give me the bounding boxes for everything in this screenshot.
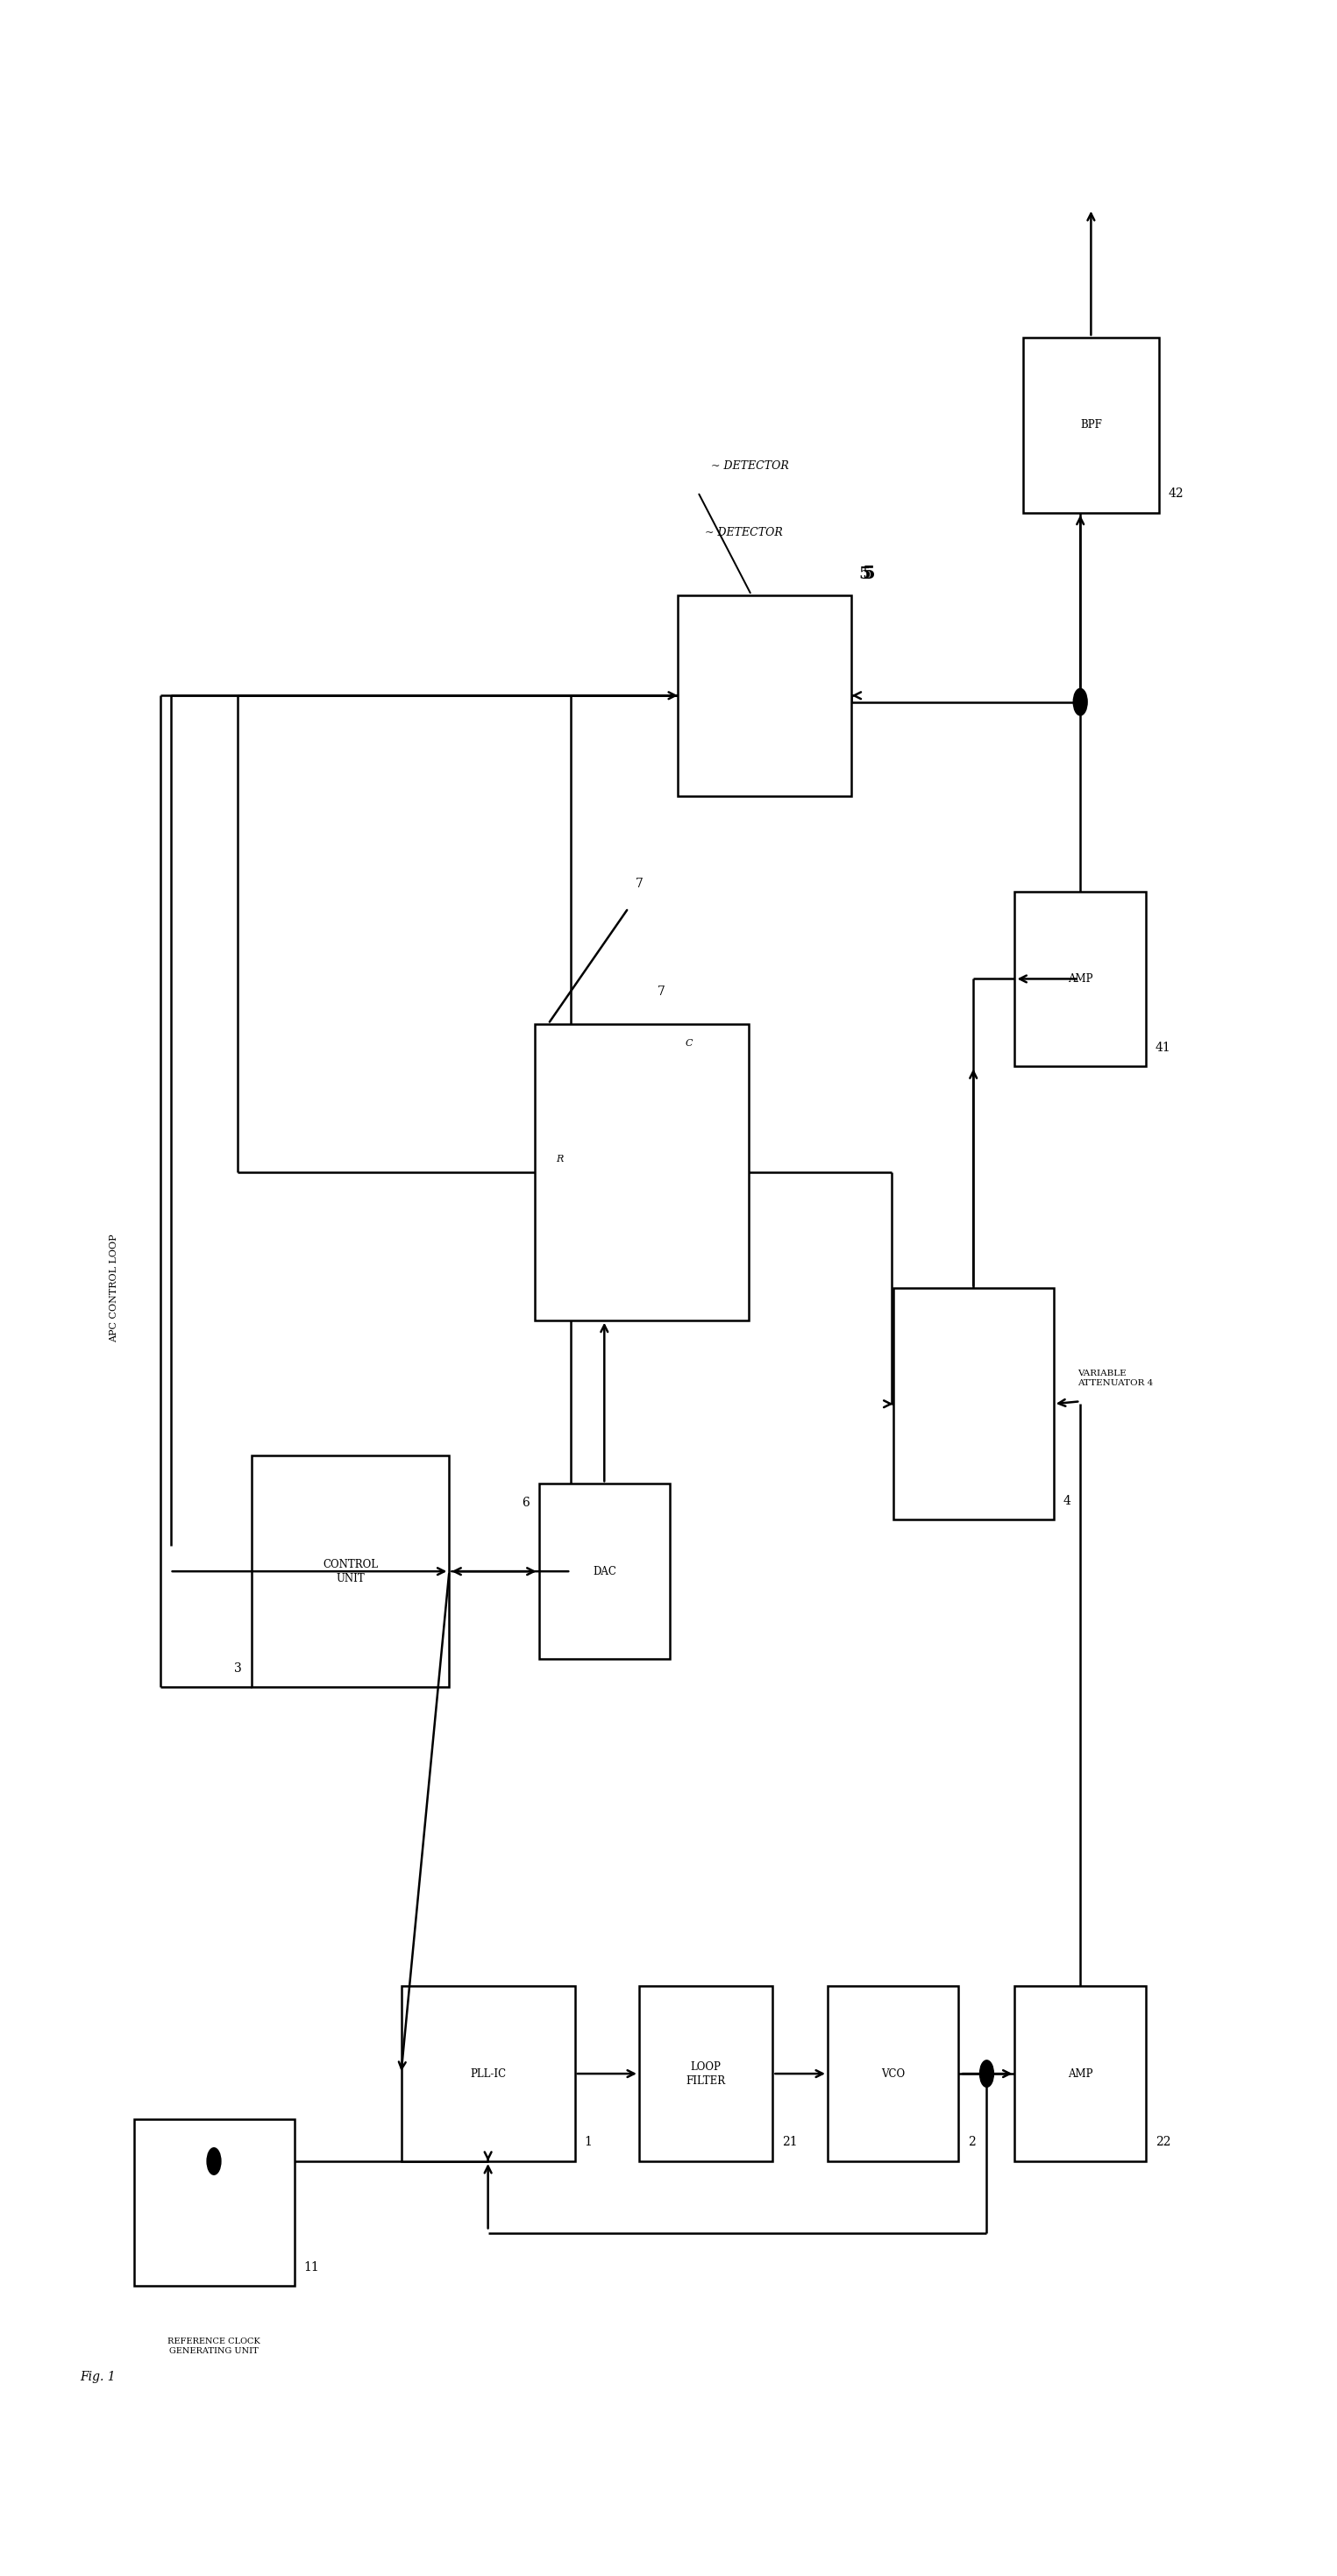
FancyBboxPatch shape xyxy=(639,1986,773,2161)
Text: 5: 5 xyxy=(862,564,876,582)
Text: 5: 5 xyxy=(858,567,870,582)
Text: C: C xyxy=(685,1038,693,1048)
Text: 11: 11 xyxy=(303,2262,320,2275)
FancyBboxPatch shape xyxy=(828,1986,959,2161)
Text: LOOP
FILTER: LOOP FILTER xyxy=(686,2061,726,2087)
FancyBboxPatch shape xyxy=(1023,337,1159,513)
Text: ~ DETECTOR: ~ DETECTOR xyxy=(705,528,782,538)
Text: APC CONTROL LOOP: APC CONTROL LOOP xyxy=(110,1234,118,1342)
Text: ~ DETECTOR: ~ DETECTOR xyxy=(711,461,789,471)
Circle shape xyxy=(1074,688,1087,716)
Text: 7: 7 xyxy=(635,878,643,889)
Text: 22: 22 xyxy=(1155,2136,1170,2148)
FancyBboxPatch shape xyxy=(134,2117,294,2287)
FancyBboxPatch shape xyxy=(401,1986,575,2161)
Text: R: R xyxy=(556,1154,563,1164)
FancyBboxPatch shape xyxy=(1015,1986,1146,2161)
FancyBboxPatch shape xyxy=(893,1288,1054,1520)
Text: PLL-IC: PLL-IC xyxy=(471,2069,505,2079)
Text: DAC: DAC xyxy=(592,1566,616,1577)
Text: 6: 6 xyxy=(521,1497,529,1510)
FancyBboxPatch shape xyxy=(251,1455,449,1687)
Text: VARIABLE
ATTENUATOR 4: VARIABLE ATTENUATOR 4 xyxy=(1078,1370,1154,1386)
FancyBboxPatch shape xyxy=(535,1023,749,1319)
Text: Fig. 1: Fig. 1 xyxy=(80,2370,116,2383)
Text: REFERENCE CLOCK
GENERATING UNIT: REFERENCE CLOCK GENERATING UNIT xyxy=(167,2339,261,2354)
Text: 2: 2 xyxy=(968,2136,976,2148)
FancyBboxPatch shape xyxy=(539,1484,670,1659)
Text: 41: 41 xyxy=(1155,1041,1171,1054)
Text: AMP: AMP xyxy=(1068,974,1092,984)
FancyBboxPatch shape xyxy=(1015,891,1146,1066)
Text: CONTROL
UNIT: CONTROL UNIT xyxy=(322,1558,378,1584)
FancyBboxPatch shape xyxy=(678,595,852,796)
Circle shape xyxy=(207,2148,221,2174)
Circle shape xyxy=(980,2061,993,2087)
Text: BPF: BPF xyxy=(1080,420,1102,430)
Text: 3: 3 xyxy=(234,1662,242,1674)
Text: 42: 42 xyxy=(1169,487,1185,500)
Text: AMP: AMP xyxy=(1068,2069,1092,2079)
Text: 1: 1 xyxy=(584,2136,592,2148)
Text: 7: 7 xyxy=(658,987,666,997)
Text: 4: 4 xyxy=(1063,1494,1071,1507)
Text: VCO: VCO xyxy=(881,2069,905,2079)
Text: 21: 21 xyxy=(782,2136,798,2148)
